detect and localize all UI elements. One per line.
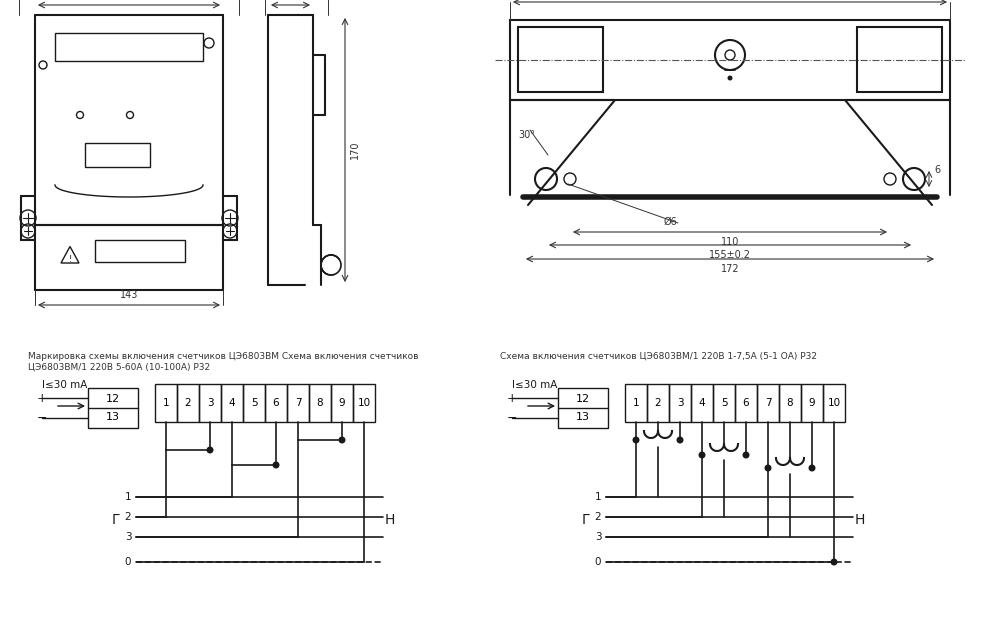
Text: 13: 13 <box>576 412 590 422</box>
Text: 5: 5 <box>721 398 727 408</box>
Circle shape <box>677 436 684 444</box>
Text: 8: 8 <box>317 398 324 408</box>
Circle shape <box>338 436 345 444</box>
Text: Г: Г <box>582 513 590 527</box>
Text: 5: 5 <box>251 398 257 408</box>
Bar <box>55 33 203 61</box>
Bar <box>691 384 713 422</box>
Bar <box>221 384 243 422</box>
Text: 13: 13 <box>106 412 120 422</box>
Circle shape <box>206 447 214 454</box>
Bar <box>625 384 647 422</box>
Text: 6: 6 <box>273 398 280 408</box>
Text: 3: 3 <box>125 532 131 542</box>
Bar <box>510 20 950 100</box>
Text: 7: 7 <box>764 398 771 408</box>
Text: I≤30 mA: I≤30 mA <box>42 380 87 390</box>
Text: −: − <box>507 412 517 424</box>
Text: 0: 0 <box>594 557 601 567</box>
Bar <box>735 384 757 422</box>
Text: 1: 1 <box>125 492 131 502</box>
Text: +: + <box>507 392 517 404</box>
Text: 1: 1 <box>633 398 640 408</box>
Bar <box>647 384 669 422</box>
Bar <box>95 240 185 262</box>
Text: 170: 170 <box>350 141 360 159</box>
Bar <box>243 384 265 422</box>
Text: 6: 6 <box>743 398 749 408</box>
Bar <box>85 143 150 167</box>
Text: 10: 10 <box>827 398 841 408</box>
Text: 110: 110 <box>721 237 740 247</box>
Text: 9: 9 <box>338 398 345 408</box>
Bar <box>309 384 331 422</box>
Circle shape <box>743 451 749 458</box>
Bar <box>287 384 309 422</box>
Bar <box>757 384 779 422</box>
Text: 3: 3 <box>594 532 601 542</box>
Text: Г: Г <box>112 513 120 527</box>
Circle shape <box>831 559 838 566</box>
Circle shape <box>764 465 771 472</box>
Circle shape <box>633 436 640 444</box>
Text: 4: 4 <box>698 398 705 408</box>
Bar <box>558 388 608 428</box>
Text: 30°: 30° <box>518 130 535 140</box>
Text: −: − <box>36 412 47 424</box>
Circle shape <box>808 465 815 472</box>
Bar <box>779 384 801 422</box>
Text: I≤30 mA: I≤30 mA <box>512 380 557 390</box>
Bar <box>199 384 221 422</box>
Text: 2: 2 <box>125 512 131 522</box>
Text: 1: 1 <box>594 492 601 502</box>
Text: 0: 0 <box>125 557 131 567</box>
Text: Н: Н <box>855 513 865 527</box>
Bar <box>518 27 603 92</box>
Bar <box>801 384 823 422</box>
Text: Схема включения счетчиков ЦЭ6803ВМ/1 220В 1-7,5А (5-1 ОА) Р32: Схема включения счетчиков ЦЭ6803ВМ/1 220… <box>500 352 817 361</box>
Text: 155±0.2: 155±0.2 <box>709 250 751 260</box>
Text: 6: 6 <box>934 165 940 175</box>
Bar <box>265 384 287 422</box>
Text: Н: Н <box>385 513 395 527</box>
Bar <box>669 384 691 422</box>
Text: 2: 2 <box>594 512 601 522</box>
Circle shape <box>273 461 280 468</box>
Bar <box>331 384 353 422</box>
Text: 172: 172 <box>721 264 740 274</box>
Bar <box>857 27 942 92</box>
Text: 143: 143 <box>120 290 138 300</box>
Text: 2: 2 <box>654 398 661 408</box>
Text: 2: 2 <box>184 398 191 408</box>
Bar <box>177 384 199 422</box>
Text: 10: 10 <box>357 398 371 408</box>
Bar <box>823 384 845 422</box>
Text: Маркировка схемы включения счетчиков ЦЭ6803ВМ Схема включения счетчиков
ЦЭ6803ВМ: Маркировка схемы включения счетчиков ЦЭ6… <box>28 352 419 371</box>
Text: 3: 3 <box>207 398 213 408</box>
Bar <box>353 384 375 422</box>
Bar <box>155 384 177 422</box>
Text: 1: 1 <box>163 398 170 408</box>
Text: 8: 8 <box>787 398 794 408</box>
Text: 12: 12 <box>576 394 590 404</box>
Text: 7: 7 <box>294 398 301 408</box>
Text: 12: 12 <box>106 394 120 404</box>
Bar <box>88 388 138 428</box>
Text: 3: 3 <box>677 398 684 408</box>
Circle shape <box>698 451 705 458</box>
Text: !: ! <box>69 255 72 264</box>
Circle shape <box>725 50 735 60</box>
Circle shape <box>728 76 733 81</box>
Text: Ø6: Ø6 <box>663 217 677 227</box>
Bar <box>713 384 735 422</box>
Text: +: + <box>36 392 47 404</box>
Text: 9: 9 <box>808 398 815 408</box>
Text: 4: 4 <box>229 398 235 408</box>
